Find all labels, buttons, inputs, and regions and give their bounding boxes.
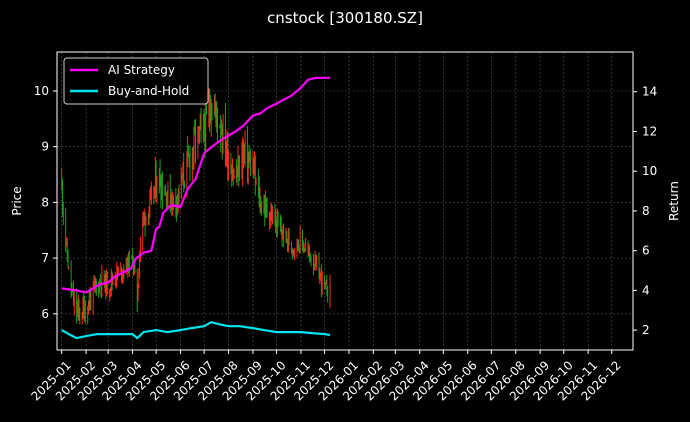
y-right-tick-label: 8 xyxy=(642,204,650,218)
y-right-tick-label: 6 xyxy=(642,244,650,258)
y-axis-left: 6 7 8 9 10 xyxy=(34,84,57,321)
chart-title: cnstock [300180.SZ] xyxy=(267,9,423,27)
y-axis-right-title: Return xyxy=(667,181,681,221)
y-right-tick-label: 4 xyxy=(642,283,650,297)
y-left-tick-label: 10 xyxy=(34,84,49,98)
y-right-tick-label: 2 xyxy=(642,323,650,337)
plot-frame xyxy=(56,51,634,351)
legend-label-ai-strategy: AI Strategy xyxy=(108,63,175,77)
legend-label-buy-and-hold: Buy-and-Hold xyxy=(108,84,189,98)
y-right-tick-label: 10 xyxy=(642,164,657,178)
y-left-tick-label: 8 xyxy=(41,195,49,209)
y-right-tick-label: 12 xyxy=(642,124,657,138)
y-right-tick-label: 14 xyxy=(642,85,657,99)
y-left-tick-label: 6 xyxy=(41,307,49,321)
series-lines xyxy=(61,76,331,340)
series-line-buy-and-hold xyxy=(61,321,331,340)
y-axis-left-title: Price xyxy=(10,186,24,215)
series-line-ai-strategy xyxy=(61,76,330,294)
y-axis-right: 2 4 6 8 10 12 14 xyxy=(633,85,657,337)
y-left-tick-label: 7 xyxy=(41,251,49,265)
y-left-tick-label: 9 xyxy=(41,140,49,154)
legend: AI Strategy Buy-and-Hold xyxy=(63,57,209,105)
legend-box xyxy=(63,57,209,105)
